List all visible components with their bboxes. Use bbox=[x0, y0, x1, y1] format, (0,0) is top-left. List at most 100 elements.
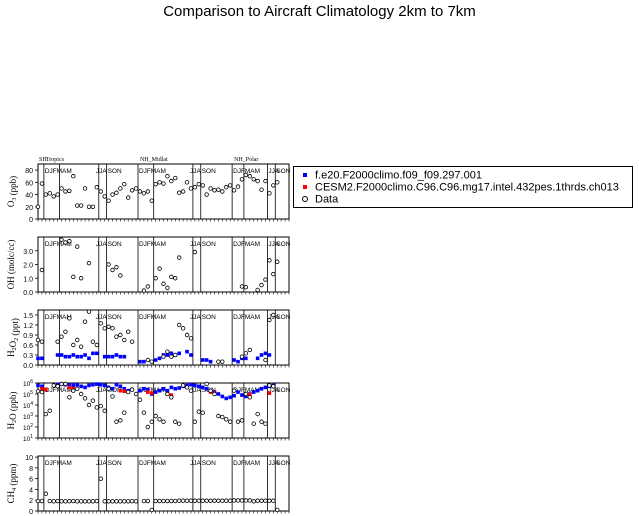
data-point bbox=[184, 332, 190, 338]
data-point bbox=[184, 180, 190, 185]
data-point bbox=[169, 498, 174, 504]
data-point bbox=[133, 499, 139, 504]
season-label: MAM bbox=[151, 314, 166, 321]
data-point bbox=[149, 507, 154, 513]
model1-point bbox=[185, 349, 189, 354]
season-label: SON bbox=[202, 241, 216, 248]
data-point bbox=[157, 498, 162, 504]
data-point bbox=[153, 498, 158, 504]
y-axis-label: H2O (ppb) bbox=[6, 392, 18, 430]
model1-point bbox=[169, 351, 174, 356]
y-tick-label: 104 bbox=[23, 401, 33, 410]
region-label: SH bbox=[39, 157, 47, 163]
data-point bbox=[208, 498, 213, 503]
model1-point bbox=[263, 385, 268, 390]
data-point bbox=[129, 339, 135, 344]
y-tick-label: 0 bbox=[29, 509, 33, 516]
data-point bbox=[71, 274, 76, 280]
y-tick-label: 1.5 bbox=[23, 313, 33, 320]
data-point bbox=[102, 194, 107, 199]
data-point bbox=[188, 388, 194, 393]
data-point bbox=[145, 284, 151, 289]
data-point bbox=[165, 285, 170, 291]
data-point bbox=[196, 498, 201, 503]
data-point bbox=[129, 188, 135, 193]
model1-point bbox=[240, 393, 244, 397]
data-point bbox=[51, 383, 56, 388]
data-point bbox=[192, 498, 198, 503]
data-point bbox=[271, 183, 276, 188]
season-label: SON bbox=[276, 241, 290, 248]
data-point bbox=[102, 408, 107, 413]
legend-entry-data: Data bbox=[300, 193, 338, 206]
y-tick-label: 20 bbox=[25, 205, 33, 212]
data-point bbox=[243, 172, 249, 178]
data-point bbox=[122, 499, 127, 504]
data-point bbox=[94, 185, 100, 190]
data-point bbox=[227, 419, 233, 424]
model1-point bbox=[98, 382, 103, 387]
chart-title: Comparison to Aircraft Climatology 2km t… bbox=[163, 3, 476, 20]
model1-point bbox=[232, 358, 236, 362]
data-point bbox=[173, 498, 178, 504]
model1-point bbox=[165, 388, 170, 393]
model2-point bbox=[122, 389, 127, 393]
season-label: JJA bbox=[268, 314, 280, 321]
model1-point bbox=[83, 385, 87, 390]
data-point bbox=[157, 266, 162, 271]
season-label: JJA bbox=[268, 387, 280, 394]
data-point bbox=[192, 185, 198, 190]
data-point bbox=[98, 321, 103, 326]
season-label: JJA bbox=[268, 241, 280, 248]
data-point bbox=[259, 282, 264, 288]
data-point bbox=[204, 192, 209, 197]
data-point bbox=[239, 354, 245, 359]
model2-point bbox=[149, 391, 154, 395]
data-point bbox=[200, 183, 205, 188]
model1-point bbox=[236, 359, 240, 364]
data-point bbox=[118, 418, 123, 423]
data-point bbox=[263, 421, 268, 426]
model1-point bbox=[263, 351, 268, 356]
season-label: SON bbox=[202, 168, 216, 175]
data-point bbox=[169, 354, 174, 359]
season-label: MAM bbox=[151, 460, 166, 467]
y-tick-label: 8 bbox=[29, 466, 33, 473]
data-point bbox=[275, 259, 280, 264]
y-tick-label: 0.3 bbox=[23, 353, 33, 360]
season-label: JJA bbox=[190, 387, 202, 394]
data-point bbox=[63, 499, 68, 504]
data-point bbox=[153, 181, 158, 187]
model1-point bbox=[122, 386, 127, 391]
data-point bbox=[51, 194, 56, 199]
data-point bbox=[231, 188, 237, 193]
season-label: SON bbox=[276, 168, 290, 175]
data-point bbox=[239, 177, 245, 182]
data-point bbox=[47, 408, 52, 413]
data-point bbox=[55, 384, 60, 389]
model1-point bbox=[200, 385, 205, 390]
model2-point bbox=[67, 385, 72, 390]
data-point bbox=[149, 198, 154, 203]
data-point bbox=[251, 421, 256, 426]
legend-label-data: Data bbox=[315, 193, 339, 206]
data-point bbox=[184, 498, 190, 503]
data-point bbox=[106, 262, 111, 267]
season-label: MAM bbox=[57, 241, 72, 248]
model1-point bbox=[36, 383, 40, 388]
y-tick-label: 1.0 bbox=[23, 276, 33, 283]
data-point bbox=[59, 499, 64, 504]
season-label: DJF bbox=[139, 241, 151, 248]
data-point bbox=[216, 359, 221, 364]
season-label: SON bbox=[276, 460, 290, 467]
data-point bbox=[204, 381, 209, 387]
data-point bbox=[47, 498, 52, 504]
model1-point bbox=[189, 353, 193, 357]
data-point bbox=[200, 498, 205, 503]
data-point bbox=[180, 189, 186, 194]
model1-point bbox=[236, 390, 240, 394]
model1-point bbox=[71, 353, 76, 357]
season-label: JJA bbox=[190, 241, 202, 248]
model1-point bbox=[165, 353, 170, 357]
data-point bbox=[259, 187, 264, 192]
